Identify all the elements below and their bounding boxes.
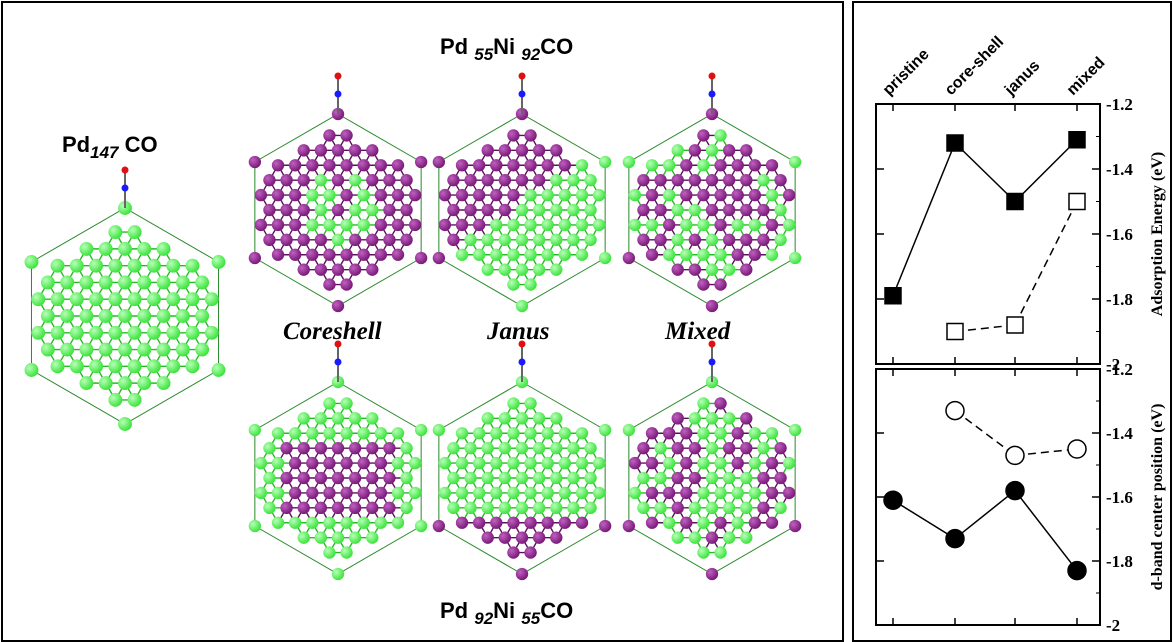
y-tick-label: -1.8 xyxy=(1106,290,1133,309)
cluster-top-janus xyxy=(432,72,612,313)
y-tick-label: -1.4 xyxy=(1106,160,1133,179)
category-label: core-shell xyxy=(942,33,1007,98)
series-line-segment xyxy=(1014,490,1078,572)
data-point xyxy=(1067,439,1087,459)
data-point xyxy=(1068,131,1086,149)
plot-frame xyxy=(875,368,1101,626)
data-point xyxy=(945,528,965,549)
y-tick-label: -1.8 xyxy=(1106,552,1133,571)
series-line-segment xyxy=(954,490,1016,540)
adsorption-energy-chart: -1.2 -1.4 -1.6 -1.8 -2 Adsorption Energy (eV) xyxy=(875,95,1166,374)
y-tick-label: -1.6 xyxy=(1106,225,1133,244)
cluster-bottom-mixed xyxy=(622,340,802,581)
y-tick-label: -2 xyxy=(1106,616,1120,635)
data-point xyxy=(1006,316,1024,334)
data-point xyxy=(946,322,964,341)
series-line-segment xyxy=(954,142,1016,203)
cluster-top-mixed xyxy=(622,72,802,313)
data-point xyxy=(883,490,903,510)
d-band-center-chart: -1.2 -1.4 -1.6 -1.8 -2 d-band center position… xyxy=(875,360,1166,635)
label-coreshell: Coreshell xyxy=(283,318,382,345)
cluster-bottom-janus xyxy=(432,340,612,581)
series-line-segment xyxy=(954,324,1016,333)
cluster-pd147 xyxy=(24,166,226,431)
data-point xyxy=(1067,560,1087,581)
y-tick-label: -1.4 xyxy=(1106,424,1133,443)
series-line-segment xyxy=(892,499,956,540)
title-pd92ni55: Pd 92Ni 55CO xyxy=(440,598,574,628)
series-line-segment xyxy=(1014,139,1078,203)
category-label: janus xyxy=(1001,57,1043,99)
nanocluster-structures xyxy=(24,72,802,581)
y-axis-label: Adsorption Energy (eV) xyxy=(1149,152,1166,316)
title-pd147: Pd147 CO xyxy=(62,132,158,162)
category-label: mixed xyxy=(1064,54,1109,99)
series-line-segment xyxy=(892,142,956,297)
data-point xyxy=(1068,192,1086,211)
data-point xyxy=(1005,480,1025,501)
title-pd55ni92: Pd 55Ni 92CO xyxy=(440,34,574,64)
data-point xyxy=(1006,192,1024,211)
label-janus: Janus xyxy=(487,318,550,345)
cluster-top-coreshell xyxy=(248,72,428,313)
y-axis-label: d-band center position (eV) xyxy=(1149,404,1166,591)
series-line-segment xyxy=(1014,448,1078,457)
plot-frame xyxy=(875,103,1101,365)
data-point xyxy=(945,400,965,421)
y-tick-label: -1.2 xyxy=(1106,95,1133,114)
cluster-bottom-coreshell xyxy=(248,340,428,581)
data-point xyxy=(946,134,964,152)
data-point xyxy=(1005,445,1025,466)
category-label: pristine xyxy=(880,46,933,99)
y-tick-label: -2 xyxy=(1106,355,1120,374)
data-point xyxy=(884,287,902,305)
label-mixed: Mixed xyxy=(665,318,731,345)
series-line-segment xyxy=(1014,201,1078,326)
y-tick-label: -1.6 xyxy=(1106,488,1133,507)
series-line-segment xyxy=(954,409,1016,457)
y-tick-label: -1.2 xyxy=(1106,360,1133,379)
